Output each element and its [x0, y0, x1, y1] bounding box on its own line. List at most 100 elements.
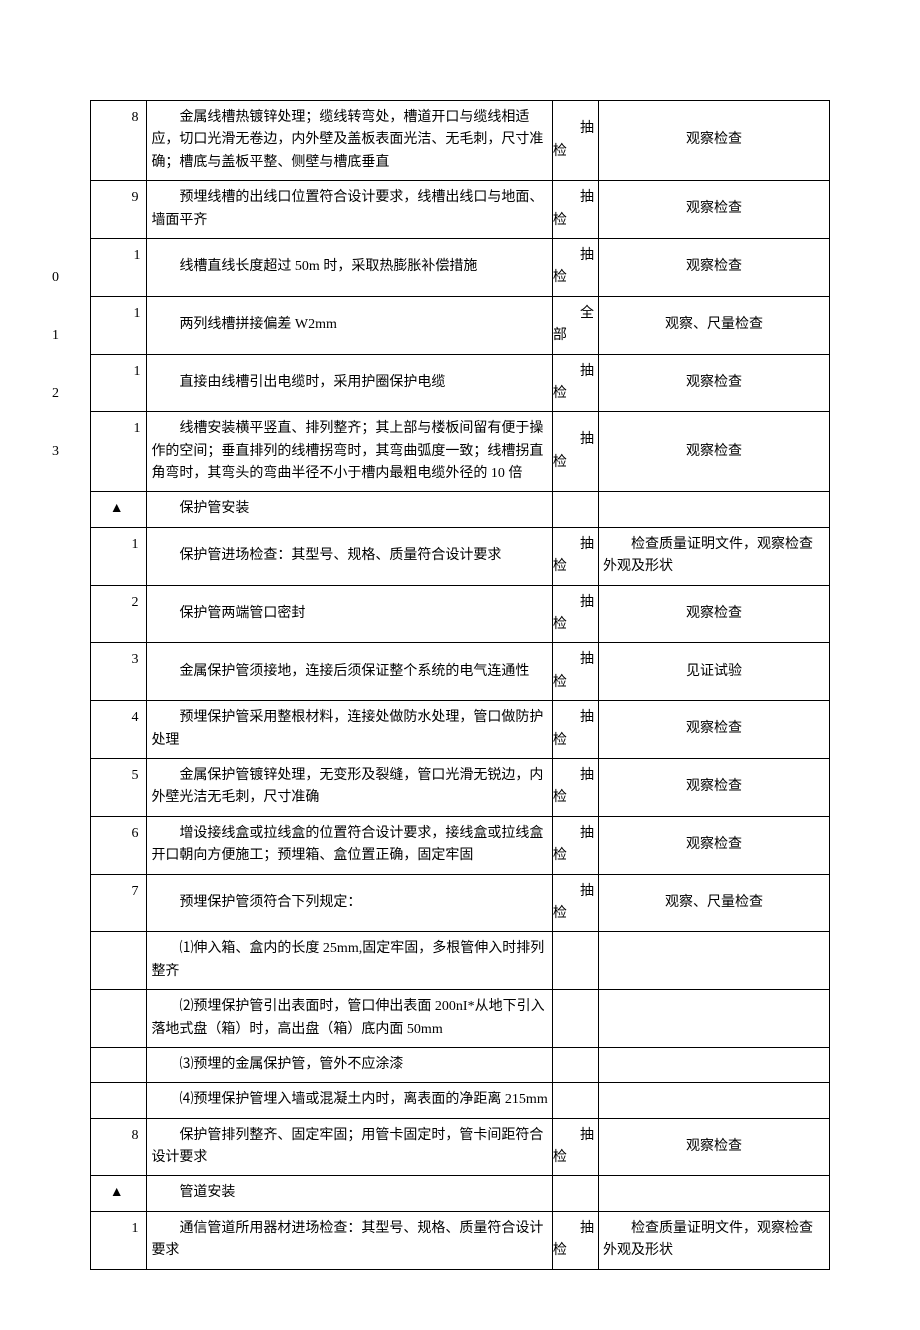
check-cell: 抽检 — [552, 527, 598, 585]
empty-cell — [552, 990, 598, 1048]
check-top: 抽 — [553, 707, 594, 729]
description-cell: 两列线槽拼接偏差 W2mm — [147, 296, 552, 354]
method-cell: 观察检查 — [599, 181, 830, 239]
check-cell: 抽检 — [552, 412, 598, 492]
check-top: 抽 — [553, 649, 594, 671]
method-cell: 观察检查 — [599, 585, 830, 643]
description-cell: 通信管道所用器材进场检查：其型号、规格、质量符合设计要求 — [147, 1211, 552, 1269]
section-header-row: ▲管道安装 — [91, 1176, 830, 1211]
check-cell: 抽检 — [552, 101, 598, 181]
empty-cell — [599, 932, 830, 990]
row-number: 10 — [91, 238, 147, 296]
description-cell: 直接由线槽引出电缆时，采用护圈保护电缆 — [147, 354, 552, 412]
method-cell: 观察检查 — [599, 816, 830, 874]
table-row: 2保护管两端管口密封抽检观察检查 — [91, 585, 830, 643]
check-cell: 抽检 — [552, 874, 598, 932]
check-cell: 全部 — [552, 296, 598, 354]
method-cell: 观察检查 — [599, 701, 830, 759]
sub-row: ⑵预埋保护管引出表面时，管口伸出表面 200nI*从地下引入落地式盘（箱）时，高… — [91, 990, 830, 1048]
check-bot: 检 — [553, 556, 594, 578]
check-top: 抽 — [553, 187, 594, 209]
method-cell: 见证试验 — [599, 643, 830, 701]
empty-cell — [599, 492, 830, 527]
table-row: 9预埋线槽的出线口位置符合设计要求，线槽出线口与地面、墙面平齐抽检观察检查 — [91, 181, 830, 239]
row-number: 5 — [91, 758, 147, 816]
check-top: 抽 — [553, 534, 594, 556]
empty-cell — [599, 990, 830, 1048]
method-cell: 观察检查 — [599, 354, 830, 412]
check-cell: 抽检 — [552, 354, 598, 412]
section-title: 管道安装 — [147, 1176, 552, 1211]
row-number: 1 — [91, 1211, 147, 1269]
row-number: 2 — [91, 585, 147, 643]
check-cell: 抽检 — [552, 1211, 598, 1269]
description-cell: 线槽安装横平竖直、排列整齐；其上部与楼板间留有便于操作的空间；垂直排列的线槽拐弯… — [147, 412, 552, 492]
description-cell: 金属保护管须接地，连接后须保证整个系统的电气连通性 — [147, 643, 552, 701]
empty-cell — [552, 1083, 598, 1118]
table-row: 13线槽安装横平竖直、排列整齐；其上部与楼板间留有便于操作的空间；垂直排列的线槽… — [91, 412, 830, 492]
sub-row: ⑴伸入箱、盒内的长度 25mm,固定牢固，多根管伸入时排列整齐 — [91, 932, 830, 990]
table-row: 1保护管进场检查：其型号、规格、质量符合设计要求抽检检查质量证明文件，观察检查外… — [91, 527, 830, 585]
description-cell: 金属保护管镀锌处理，无变形及裂缝，管口光滑无锐边，内外壁光洁无毛刺，尺寸准确 — [147, 758, 552, 816]
table-row: 5金属保护管镀锌处理，无变形及裂缝，管口光滑无锐边，内外壁光洁无毛刺，尺寸准确抽… — [91, 758, 830, 816]
description-cell: 预埋线槽的出线口位置符合设计要求，线槽出线口与地面、墙面平齐 — [147, 181, 552, 239]
check-top: 抽 — [553, 881, 594, 903]
description-cell: 保护管进场检查：其型号、规格、质量符合设计要求 — [147, 527, 552, 585]
check-top: 抽 — [553, 361, 594, 383]
check-top: 抽 — [553, 592, 594, 614]
sub-description: ⑶预埋的金属保护管，管外不应涂漆 — [147, 1047, 552, 1082]
method-cell: 观察检查 — [599, 101, 830, 181]
row-number: 12 — [91, 354, 147, 412]
empty-cell — [599, 1047, 830, 1082]
row-number: 6 — [91, 816, 147, 874]
sub-row: ⑷预埋保护管埋入墙或混凝土内时，离表面的净距离 215mm — [91, 1083, 830, 1118]
sub-description: ⑴伸入箱、盒内的长度 25mm,固定牢固，多根管伸入时排列整齐 — [147, 932, 552, 990]
check-bot: 部 — [553, 325, 594, 347]
empty-cell — [91, 1083, 147, 1118]
description-cell: 保护管两端管口密封 — [147, 585, 552, 643]
check-bot: 检 — [553, 730, 594, 752]
description-cell: 线槽直线长度超过 50m 时，采取热膨胀补偿措施 — [147, 238, 552, 296]
sub-row: ⑶预埋的金属保护管，管外不应涂漆 — [91, 1047, 830, 1082]
check-bot: 检 — [553, 845, 594, 867]
check-bot: 检 — [553, 1240, 594, 1262]
row-number: 3 — [91, 643, 147, 701]
row-number: 7 — [91, 874, 147, 932]
empty-cell — [599, 1176, 830, 1211]
check-top: 抽 — [553, 765, 594, 787]
section-marker: ▲ — [91, 492, 147, 527]
table-row: 11两列线槽拼接偏差 W2mm全部观察、尺量检查 — [91, 296, 830, 354]
check-top: 抽 — [553, 1218, 594, 1240]
row-number: 8 — [91, 1118, 147, 1176]
empty-cell — [599, 1083, 830, 1118]
check-top: 抽 — [553, 1125, 594, 1147]
check-bot: 检 — [553, 787, 594, 809]
check-cell: 抽检 — [552, 701, 598, 759]
method-cell: 观察检查 — [599, 412, 830, 492]
empty-cell — [91, 932, 147, 990]
method-cell: 检查质量证明文件，观察检查外观及形状 — [599, 527, 830, 585]
section-marker: ▲ — [91, 1176, 147, 1211]
empty-cell — [91, 990, 147, 1048]
method-cell: 观察、尺量检查 — [599, 296, 830, 354]
check-cell: 抽检 — [552, 181, 598, 239]
row-number: 8 — [91, 101, 147, 181]
description-cell: 金属线槽热镀锌处理；缆线转弯处，槽道开口与缆线相适应，切口光滑无卷边，内外壁及盖… — [147, 101, 552, 181]
description-cell: 保护管排列整齐、固定牢固；用管卡固定时，管卡间距符合设计要求 — [147, 1118, 552, 1176]
method-cell: 观察、尺量检查 — [599, 874, 830, 932]
description-cell: 预埋保护管采用整根材料，连接处做防水处理，管口做防护处理 — [147, 701, 552, 759]
table-row: 8金属线槽热镀锌处理；缆线转弯处，槽道开口与缆线相适应，切口光滑无卷边，内外壁及… — [91, 101, 830, 181]
check-bot: 检 — [553, 452, 594, 474]
table-row: 1通信管道所用器材进场检查：其型号、规格、质量符合设计要求抽检检查质量证明文件，… — [91, 1211, 830, 1269]
section-header-row: ▲保护管安装 — [91, 492, 830, 527]
check-bot: 检 — [553, 267, 594, 289]
check-top: 抽 — [553, 429, 594, 451]
check-bot: 检 — [553, 614, 594, 636]
table-row: 10线槽直线长度超过 50m 时，采取热膨胀补偿措施抽检观察检查 — [91, 238, 830, 296]
check-bot: 检 — [553, 672, 594, 694]
section-title: 保护管安装 — [147, 492, 552, 527]
description-cell: 增设接线盒或拉线盒的位置符合设计要求，接线盒或拉线盒开口朝向方便施工；预埋箱、盒… — [147, 816, 552, 874]
check-cell: 抽检 — [552, 643, 598, 701]
table-row: 12直接由线槽引出电缆时，采用护圈保护电缆抽检观察检查 — [91, 354, 830, 412]
row-number: 1 — [91, 527, 147, 585]
